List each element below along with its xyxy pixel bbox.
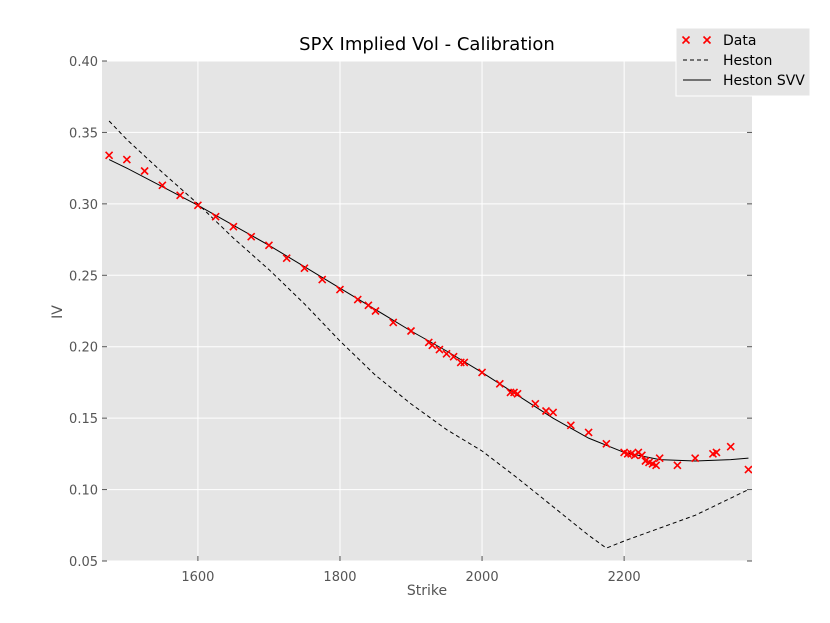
legend-label-data: Data — [723, 33, 756, 49]
x-tick-label: 1600 — [181, 570, 214, 585]
y-tick-label: 0.05 — [69, 555, 98, 570]
x-tick-label: 2200 — [608, 570, 641, 585]
chart: 1600 1800 2000 2200 0.05 0.10 0.15 0.20 0.25 0.30… — [0, 0, 830, 623]
y-tick-label: 0.15 — [69, 412, 98, 427]
y-tick-label: 0.25 — [69, 269, 98, 284]
y-axis-label: IV — [50, 305, 66, 319]
x-tick-label: 1800 — [323, 570, 356, 585]
plot-area — [102, 61, 752, 561]
legend: Data Heston Heston SVV — [676, 28, 810, 96]
chart-title: SPX Implied Vol - Calibration — [299, 34, 555, 55]
y-tick-label: 0.10 — [69, 484, 98, 499]
x-tick-label: 2000 — [466, 570, 499, 585]
y-tick-label: 0.40 — [69, 55, 98, 70]
legend-label-heston: Heston — [723, 53, 772, 69]
y-tick-label: 0.30 — [69, 198, 98, 213]
y-tick-label: 0.35 — [69, 126, 98, 141]
y-tick-label: 0.20 — [69, 341, 98, 356]
legend-label-heston-svv: Heston SVV — [723, 73, 805, 89]
x-axis-label: Strike — [407, 583, 447, 599]
